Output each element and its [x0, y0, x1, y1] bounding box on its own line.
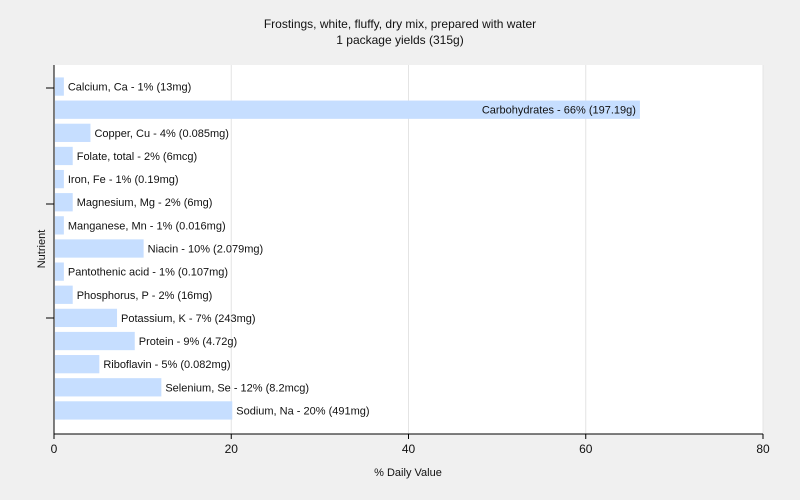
bar-label: Carbohydrates - 66% (197.19g): [482, 105, 636, 117]
bar: [55, 401, 233, 420]
x-axis-label: % Daily Value: [374, 467, 442, 479]
x-tick-label: 20: [225, 442, 239, 456]
bar-label: Pantothenic acid - 1% (0.107mg): [68, 267, 228, 279]
bar: [55, 355, 100, 374]
bar: [55, 378, 162, 397]
chart-subtitle: 1 package yields (315g): [336, 33, 463, 47]
bar: [55, 285, 73, 304]
y-axis-label: Nutrient: [36, 230, 48, 269]
bar-label: Calcium, Ca - 1% (13mg): [68, 82, 191, 94]
grid-lines: [230, 65, 764, 434]
bar-label: Niacin - 10% (2.079mg): [148, 244, 264, 256]
bar-label: Sodium, Na - 20% (491mg): [236, 405, 369, 417]
axes-group: 0 20 40 60 80: [46, 65, 770, 456]
bar-label: Protein - 9% (4.72g): [139, 336, 237, 348]
bar: [55, 216, 64, 235]
chart-title: Frostings, white, fluffy, dry mix, prepa…: [264, 17, 536, 31]
bar-label: Iron, Fe - 1% (0.19mg): [68, 174, 179, 186]
bars-group: Calcium, Ca - 1% (13mg) Carbohydrates - 6…: [55, 77, 640, 420]
bar: [55, 146, 73, 166]
bar: [55, 123, 91, 142]
x-tick-label: 0: [51, 442, 58, 456]
bar: [55, 308, 118, 328]
bar-label: Selenium, Se - 12% (8.2mcg): [165, 382, 309, 394]
bar-label: Riboflavin - 5% (0.082mg): [103, 359, 230, 371]
bar-label: Manganese, Mn - 1% (0.016mg): [68, 220, 226, 232]
bar: [55, 100, 640, 119]
x-tick-label: 80: [756, 442, 770, 456]
x-tick-label: 60: [579, 442, 593, 456]
bar: [55, 169, 64, 189]
bar-label: Potassium, K - 7% (243mg): [121, 313, 256, 325]
bar-label: Copper, Cu - 4% (0.085mg): [94, 128, 229, 140]
bar: [55, 77, 64, 96]
bar: [55, 331, 135, 351]
bar-label: Magnesium, Mg - 2% (6mg): [77, 197, 213, 209]
bar-label: Phosphorus, P - 2% (16mg): [77, 290, 213, 302]
x-tick-label: 40: [402, 442, 416, 456]
bar: [55, 193, 73, 212]
bar: [55, 239, 144, 258]
bar: [55, 262, 64, 281]
bar-label: Folate, total - 2% (6mcg): [77, 151, 197, 163]
